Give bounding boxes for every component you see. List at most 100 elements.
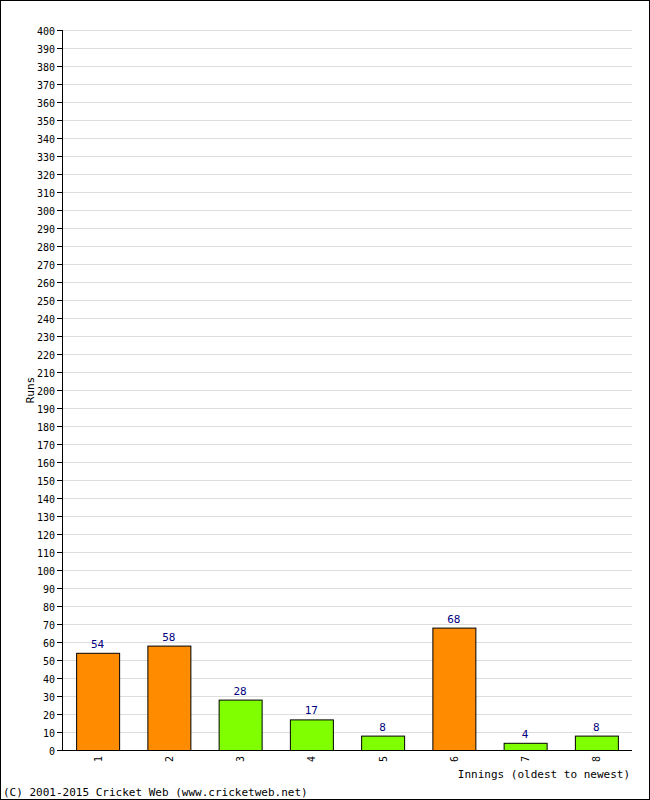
y-tick	[57, 606, 62, 607]
grid-line	[62, 372, 632, 373]
grid-line	[62, 426, 632, 427]
y-tick-label: 10	[43, 728, 55, 739]
grid-line	[62, 354, 632, 355]
data-label: 58	[162, 631, 175, 644]
y-tick	[57, 390, 62, 391]
grid-line	[62, 264, 632, 265]
frame	[1, 1, 650, 800]
y-tick	[57, 552, 62, 553]
y-tick	[57, 192, 62, 193]
y-tick	[57, 462, 62, 463]
y-tick-label: 50	[43, 656, 55, 667]
y-tick	[57, 30, 62, 31]
y-tick	[57, 336, 62, 337]
y-tick	[57, 588, 62, 589]
x-tick-label: 1	[93, 756, 104, 762]
grid-line	[62, 606, 632, 607]
y-tick	[57, 696, 62, 697]
y-tick	[57, 210, 62, 211]
y-tick-label: 80	[43, 602, 55, 613]
data-label: 8	[379, 721, 386, 734]
y-tick-label: 350	[37, 116, 55, 127]
y-tick	[57, 246, 62, 247]
x-tick-label: 3	[235, 756, 246, 762]
grid-line	[62, 120, 632, 121]
y-tick-label: 280	[37, 242, 55, 253]
grid-line	[62, 66, 632, 67]
y-tick	[57, 444, 62, 445]
y-tick-label: 200	[37, 386, 55, 397]
grid-line	[62, 48, 632, 49]
grid-line	[62, 192, 632, 193]
grid-line	[62, 570, 632, 571]
grid-line	[62, 642, 632, 643]
y-tick-label: 170	[37, 440, 55, 451]
grid-line	[62, 138, 632, 139]
y-tick-label: 130	[37, 512, 55, 523]
y-tick-label: 230	[37, 332, 55, 343]
bar	[504, 743, 547, 750]
x-axis-title: Innings (oldest to newest)	[458, 768, 630, 781]
data-label: 4	[522, 728, 529, 741]
bar	[575, 736, 618, 750]
y-tick-label: 120	[37, 530, 55, 541]
y-tick	[57, 678, 62, 679]
y-tick-label: 240	[37, 314, 55, 325]
y-tick	[57, 516, 62, 517]
y-tick	[57, 120, 62, 121]
y-tick-label: 300	[37, 206, 55, 217]
x-axis	[62, 750, 632, 751]
y-tick	[57, 264, 62, 265]
y-tick	[57, 138, 62, 139]
data-label: 68	[447, 613, 460, 626]
grid-line	[62, 228, 632, 229]
y-tick-label: 60	[43, 638, 55, 649]
y-tick	[57, 714, 62, 715]
grid-line	[62, 408, 632, 409]
y-tick	[57, 426, 62, 427]
y-tick-label: 250	[37, 296, 55, 307]
grid-line	[62, 750, 632, 751]
grid-line	[62, 390, 632, 391]
y-tick-label: 260	[37, 278, 55, 289]
y-tick-label: 310	[37, 188, 55, 199]
y-tick-label: 220	[37, 350, 55, 361]
y-tick	[57, 624, 62, 625]
bar	[433, 628, 476, 750]
bar	[77, 653, 120, 750]
grid-line	[62, 174, 632, 175]
y-tick	[57, 534, 62, 535]
x-tick-label: 8	[591, 756, 602, 762]
y-tick-label: 400	[37, 26, 55, 37]
grid-line	[62, 534, 632, 535]
grid-line	[62, 102, 632, 103]
y-tick	[57, 642, 62, 643]
y-tick	[57, 408, 62, 409]
y-tick-label: 390	[37, 44, 55, 55]
y-tick-label: 150	[37, 476, 55, 487]
bar	[148, 646, 191, 750]
y-tick-label: 270	[37, 260, 55, 271]
grid-line	[62, 300, 632, 301]
x-tick-label: 6	[449, 756, 460, 762]
y-tick-label: 380	[37, 62, 55, 73]
y-tick	[57, 174, 62, 175]
y-tick-label: 210	[37, 368, 55, 379]
y-tick-label: 290	[37, 224, 55, 235]
y-tick-label: 90	[43, 584, 55, 595]
y-tick-label: 160	[37, 458, 55, 469]
credit: (C) 2001-2015 Cricket Web (www.cricketwe…	[3, 786, 308, 799]
grid-line	[62, 552, 632, 553]
grid-line	[62, 282, 632, 283]
y-tick-label: 70	[43, 620, 55, 631]
y-tick	[57, 660, 62, 661]
y-tick	[57, 300, 62, 301]
grid-line	[62, 318, 632, 319]
y-tick-label: 340	[37, 134, 55, 145]
y-tick	[57, 732, 62, 733]
grid-line	[62, 516, 632, 517]
y-tick	[57, 84, 62, 85]
y-tick	[57, 156, 62, 157]
data-label: 54	[91, 638, 105, 651]
y-tick-label: 330	[37, 152, 55, 163]
